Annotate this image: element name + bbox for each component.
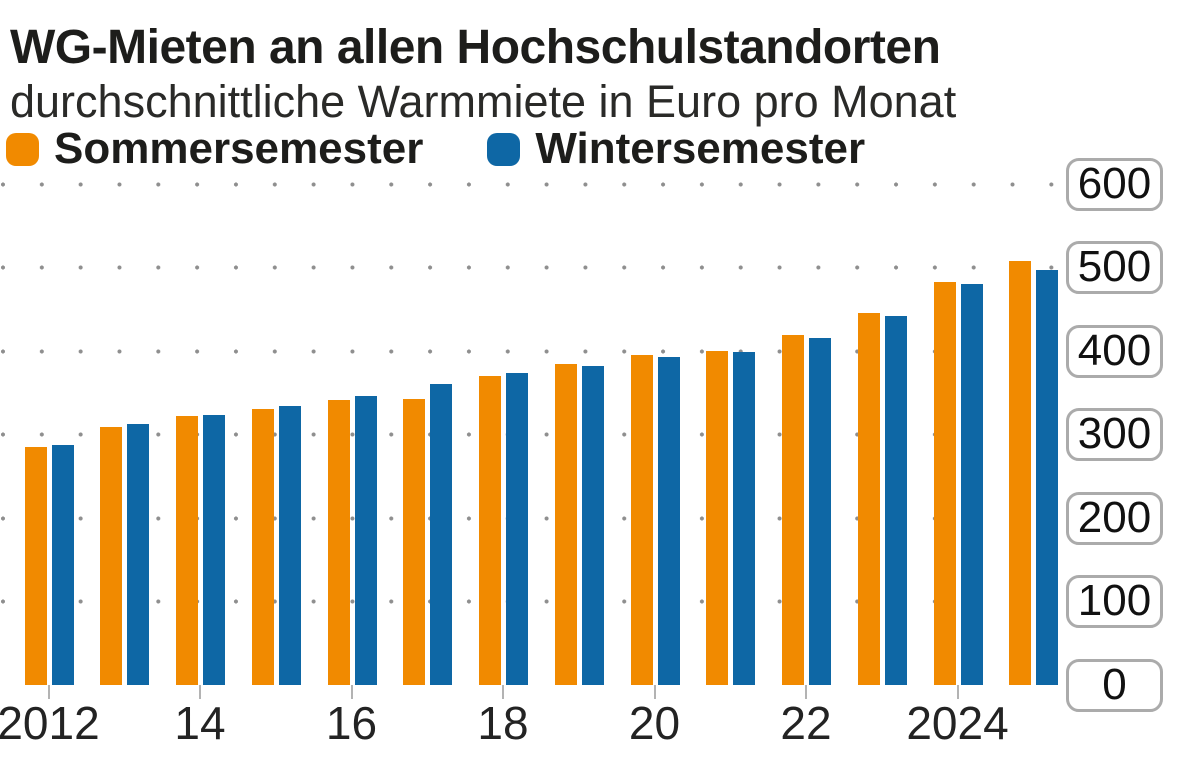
bar-2013-wintersemester	[127, 423, 150, 685]
gridline-100	[0, 599, 1056, 604]
bar-2022-wintersemester	[809, 338, 831, 685]
x-axis-label-2018: 18	[477, 697, 529, 749]
gridline-400	[0, 348, 1056, 354]
x-axis-tick-2012	[47, 685, 50, 699]
bar-2025-wintersemester	[1036, 270, 1059, 685]
bar-2014-sommersemester	[176, 416, 198, 685]
bar-2017-sommersemester	[403, 398, 426, 685]
x-axis-label-2012: 2012	[0, 697, 100, 749]
chart-title: WG-Mieten an allen Hochschulstandorten	[10, 21, 941, 74]
bar-2023-sommersemester	[857, 313, 880, 685]
bar-2024-wintersemester	[960, 284, 983, 685]
x-axis-tick-2016	[350, 685, 353, 699]
y-axis-label-0: 0	[1066, 658, 1163, 712]
x-axis-tick-2024	[956, 685, 959, 699]
bar-2021-wintersemester	[733, 351, 756, 685]
x-axis-tick-2022	[805, 685, 807, 699]
wintersemester-swatch-icon	[487, 132, 521, 166]
bar-2021-sommersemester	[706, 351, 729, 685]
y-axis-label-100: 100	[1066, 575, 1163, 628]
legend-label-wintersemester: Wintersemester	[535, 124, 866, 173]
bar-2020-sommersemester	[630, 355, 653, 685]
bar-2019-wintersemester	[581, 366, 604, 685]
x-axis-label-2024: 2024	[906, 697, 1009, 749]
sommersemester-swatch-icon	[6, 132, 39, 166]
gridline-200	[0, 515, 1056, 521]
x-axis-label-2014: 14	[174, 697, 226, 749]
y-axis-label-600: 600	[1066, 157, 1163, 211]
bar-2013-sommersemester	[100, 426, 123, 685]
bar-2015-wintersemester	[278, 406, 301, 685]
legend: Sommersemester Wintersemester	[6, 124, 929, 174]
bar-2018-wintersemester	[506, 372, 528, 685]
bar-2016-sommersemester	[327, 400, 350, 685]
bar-2017-wintersemester	[430, 384, 453, 685]
x-axis-label-2020: 20	[628, 697, 681, 749]
bar-2014-wintersemester	[203, 415, 225, 685]
bar-2023-wintersemester	[884, 315, 907, 685]
y-axis-label-200: 200	[1066, 491, 1163, 545]
bar-2012-wintersemester	[51, 444, 74, 685]
bar-2018-sommersemester	[479, 376, 501, 685]
bar-2025-sommersemester	[1009, 260, 1032, 685]
x-axis-label-2022: 22	[780, 697, 832, 749]
x-axis-label-2016: 16	[325, 697, 378, 749]
bar-2022-sommersemester	[782, 335, 804, 685]
bar-2019-sommersemester	[554, 363, 577, 685]
bar-2015-sommersemester	[251, 409, 274, 685]
bar-2012-sommersemester	[24, 447, 47, 685]
gridline-300	[0, 432, 1056, 437]
legend-label-sommersemester: Sommersemester	[54, 124, 424, 173]
x-axis-tick-2020	[653, 685, 656, 699]
y-axis-label-300: 300	[1066, 408, 1163, 461]
x-axis-tick-2014	[199, 685, 201, 699]
y-axis-label-400: 400	[1066, 324, 1163, 378]
chart-subtitle: durchschnittliche Warmmiete in Euro pro …	[10, 76, 957, 127]
bar-2020-wintersemester	[657, 356, 680, 685]
y-axis-label-500: 500	[1066, 241, 1163, 294]
legend-item-sommersemester: Sommersemester	[6, 124, 423, 174]
gridline-500	[0, 265, 1056, 270]
gridline-600	[0, 181, 1056, 187]
x-axis-tick-2018	[502, 685, 504, 699]
bar-2016-wintersemester	[354, 396, 377, 685]
legend-item-wintersemester: Wintersemester	[487, 124, 865, 174]
bar-2024-sommersemester	[933, 281, 956, 685]
